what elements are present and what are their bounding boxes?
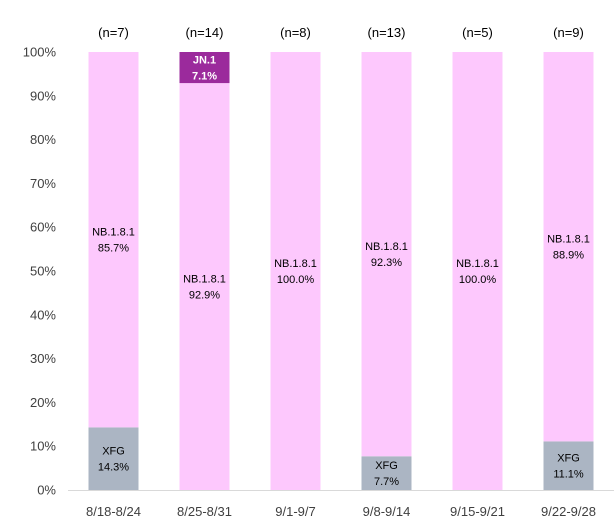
x-tick-label: 9/22-9/28 [541, 504, 596, 519]
sample-size-label: (n=5) [462, 25, 493, 40]
segment-series-label: JN.1 [193, 55, 216, 67]
segment-value-label: 14.3% [98, 462, 129, 474]
sample-size-label: (n=9) [553, 25, 584, 40]
segment-value-label: 100.0% [459, 274, 497, 286]
segment-series-label: XFG [102, 446, 125, 458]
x-tick-label: 9/8-9/14 [363, 504, 411, 519]
bar-segment-nb-1-8-1 [361, 52, 412, 457]
x-tick-label: 9/1-9/7 [275, 504, 315, 519]
y-tick-label: 0% [37, 483, 56, 498]
segment-series-label: XFG [557, 453, 580, 465]
y-tick-label: 80% [30, 132, 56, 147]
segment-series-label: NB.1.8.1 [456, 258, 499, 270]
segment-value-label: 100.0% [277, 274, 315, 286]
bar-segment-xfg [88, 427, 139, 490]
x-tick-label: 9/15-9/21 [450, 504, 505, 519]
y-tick-label: 10% [30, 439, 56, 454]
segment-value-label: 92.9% [189, 290, 220, 302]
sample-size-label: (n=7) [98, 25, 129, 40]
segment-series-label: NB.1.8.1 [274, 258, 317, 270]
bar-segment-nb-1-8-1 [543, 52, 594, 442]
segment-value-label: 7.1% [192, 71, 217, 83]
y-tick-label: 20% [30, 395, 56, 410]
sample-size-label: (n=14) [186, 25, 224, 40]
y-tick-label: 100% [23, 45, 57, 60]
bar-segment-nb-1-8-1 [179, 83, 230, 491]
segment-series-label: NB.1.8.1 [365, 241, 408, 253]
segment-value-label: 92.3% [371, 257, 402, 269]
bar-segment-jn-1 [179, 52, 230, 84]
bar-segment-nb-1-8-1 [270, 52, 321, 490]
y-tick-label: 70% [30, 176, 56, 191]
sample-size-label: (n=8) [280, 25, 311, 40]
segment-series-label: NB.1.8.1 [183, 274, 226, 286]
y-tick-label: 90% [30, 88, 56, 103]
bar-segment-xfg [361, 456, 412, 490]
bar-segment-nb-1-8-1 [452, 52, 503, 490]
bar-segment-nb-1-8-1 [88, 52, 139, 428]
segment-value-label: 7.7% [374, 476, 399, 488]
y-tick-label: 60% [30, 220, 56, 235]
y-tick-label: 50% [30, 264, 56, 279]
sample-size-label: (n=13) [368, 25, 406, 40]
y-tick-label: 30% [30, 351, 56, 366]
x-tick-label: 8/25-8/31 [177, 504, 232, 519]
segment-value-label: 85.7% [98, 243, 129, 255]
segment-series-label: NB.1.8.1 [547, 234, 590, 246]
segment-value-label: 88.9% [553, 250, 584, 262]
segment-series-label: NB.1.8.1 [92, 227, 135, 239]
y-tick-label: 40% [30, 307, 56, 322]
x-tick-label: 8/18-8/24 [86, 504, 141, 519]
segment-value-label: 11.1% [553, 469, 584, 481]
bar-segment-xfg [543, 441, 594, 490]
segment-series-label: XFG [375, 460, 398, 472]
